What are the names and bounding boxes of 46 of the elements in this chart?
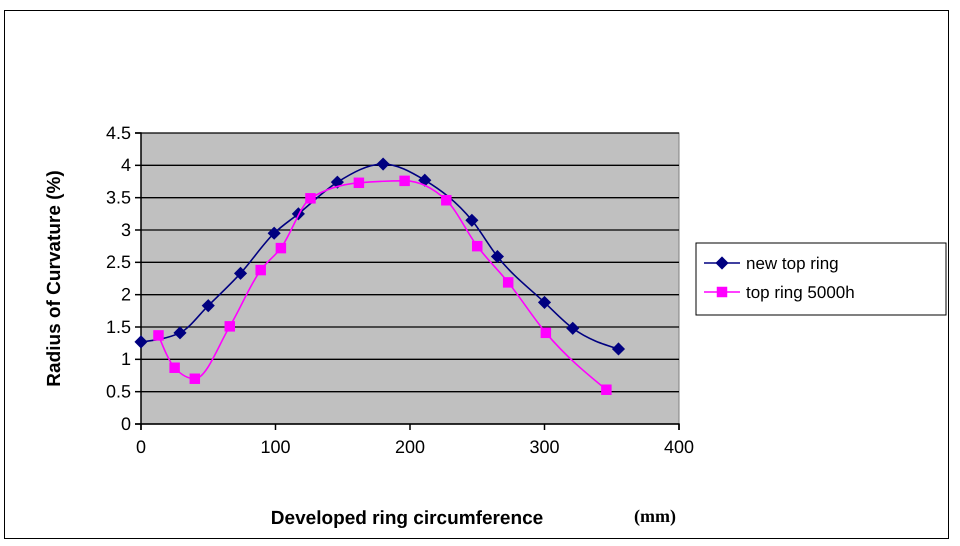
- point: [173, 326, 187, 340]
- legend-label: new top ring: [746, 254, 839, 273]
- point: [354, 178, 364, 188]
- y-tick-label: 3.5: [106, 187, 131, 208]
- x-tick-label: 400: [664, 436, 694, 457]
- x-tick-label: 0: [136, 436, 146, 457]
- point: [234, 266, 248, 280]
- x-axis-title: Developed ring circumference: [270, 508, 544, 529]
- point: [418, 174, 432, 187]
- point: [224, 321, 236, 332]
- point: [540, 328, 552, 338]
- y-tick-label: 0: [120, 414, 131, 434]
- x-tick-label: 300: [529, 436, 560, 457]
- point: [153, 330, 164, 341]
- point: [612, 342, 626, 356]
- y-tick-label: 1.5: [106, 316, 131, 337]
- point: [601, 384, 612, 395]
- y-tick-label: 1: [120, 349, 131, 370]
- point: [190, 373, 200, 384]
- point: [268, 226, 281, 240]
- legend-label: top ring 5000h: [746, 283, 855, 302]
- point: [276, 242, 286, 254]
- point: [472, 240, 482, 252]
- point: [134, 335, 148, 348]
- point: [465, 214, 478, 227]
- y-tick-label: 3: [120, 220, 131, 240]
- point: [399, 176, 410, 186]
- point: [441, 195, 452, 206]
- point: [305, 193, 316, 204]
- y-axis-title: Radius of Curvature (%): [44, 170, 65, 387]
- point: [376, 157, 390, 171]
- point: [490, 250, 504, 264]
- y-tick-label: 4: [120, 155, 131, 176]
- point: [255, 264, 266, 276]
- x-tick-label: 200: [394, 436, 426, 457]
- point: [169, 362, 180, 373]
- point: [566, 322, 580, 335]
- y-tick-label: 0.5: [106, 381, 131, 402]
- point: [502, 277, 514, 288]
- y-tick-label: 4.5: [106, 122, 131, 143]
- point: [538, 296, 552, 309]
- y-tick-label: 2.5: [106, 252, 131, 272]
- y-tick-label: 2: [120, 284, 131, 304]
- point: [202, 299, 215, 312]
- x-tick-label: 100: [260, 436, 291, 457]
- text: (mm): [634, 506, 676, 526]
